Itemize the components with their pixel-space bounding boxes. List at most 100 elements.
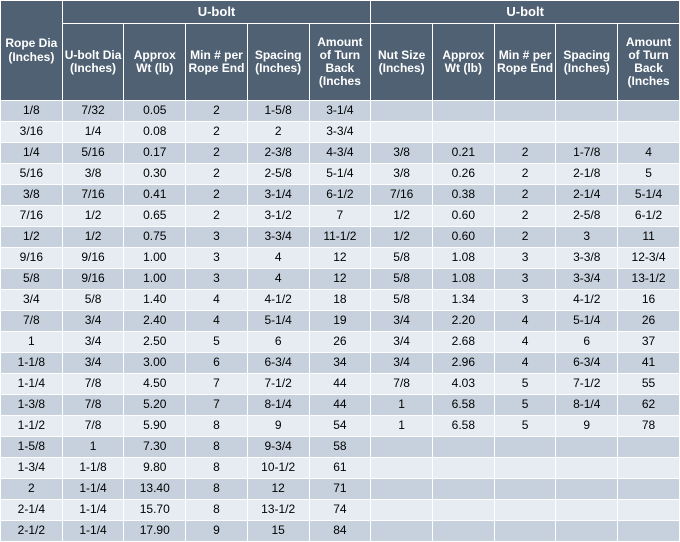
- table-row: 7/161/20.6523-1/271/20.6022-5/86-1/2: [1, 206, 680, 227]
- table-cell: 0.60: [432, 206, 494, 227]
- table-cell: 26: [618, 311, 680, 332]
- table-cell: 9/16: [1, 248, 63, 269]
- col-nut-size: Nut Size (Inches): [371, 24, 433, 101]
- table-cell: [618, 479, 680, 500]
- table-cell: [432, 437, 494, 458]
- table-cell: 11-1/2: [309, 227, 371, 248]
- col-ubolt-dia: U-bolt Dia (Inches): [62, 24, 124, 101]
- table-cell: 5/8: [62, 290, 124, 311]
- table-cell: 1/4: [1, 143, 63, 164]
- table-cell: 3-3/4: [556, 269, 618, 290]
- table-row: 5/89/161.0034125/81.0833-3/413-1/2: [1, 269, 680, 290]
- table-cell: [494, 500, 556, 521]
- table-cell: 1-5/8: [1, 437, 63, 458]
- table-cell: [371, 437, 433, 458]
- table-cell: 0.65: [124, 206, 186, 227]
- table-cell: 1.00: [124, 269, 186, 290]
- table-cell: 3/16: [1, 122, 63, 143]
- table-cell: [432, 521, 494, 542]
- table-cell: 4: [618, 143, 680, 164]
- table-cell: [371, 101, 433, 122]
- table-cell: 4: [494, 332, 556, 353]
- table-cell: 44: [309, 395, 371, 416]
- table-cell: 18: [309, 290, 371, 311]
- table-cell: 16: [618, 290, 680, 311]
- table-cell: 3/8: [371, 143, 433, 164]
- table-cell: 2-1/4: [1, 500, 63, 521]
- table-row: 1/21/20.7533-3/411-1/21/20.602311: [1, 227, 680, 248]
- table-cell: 7/8: [371, 374, 433, 395]
- table-cell: 1/4: [62, 122, 124, 143]
- table-cell: [556, 101, 618, 122]
- table-cell: 1.40: [124, 290, 186, 311]
- table-cell: 5/8: [371, 290, 433, 311]
- col-wt-b: Approx Wt (lb): [432, 24, 494, 101]
- table-cell: 2-5/8: [556, 206, 618, 227]
- table-cell: 0.60: [432, 227, 494, 248]
- table-cell: 6-1/2: [309, 185, 371, 206]
- table-cell: 7/8: [62, 416, 124, 437]
- table-cell: 78: [618, 416, 680, 437]
- group-ubolt-b: U-bolt: [371, 1, 680, 24]
- table-cell: 3: [494, 290, 556, 311]
- table-cell: 3.00: [124, 353, 186, 374]
- col-min-b: Min # per Rope End: [494, 24, 556, 101]
- table-cell: 13-1/2: [618, 269, 680, 290]
- table-cell: 2.40: [124, 311, 186, 332]
- table-cell: 9: [556, 416, 618, 437]
- table-cell: [618, 521, 680, 542]
- table-cell: 1-1/8: [62, 458, 124, 479]
- table-cell: 84: [309, 521, 371, 542]
- table-cell: 2.68: [432, 332, 494, 353]
- table-cell: 61: [309, 458, 371, 479]
- col-wt-a: Approx Wt (lb): [124, 24, 186, 101]
- table-row: 7/83/42.4045-1/4193/42.2045-1/426: [1, 311, 680, 332]
- table-cell: 9: [247, 416, 309, 437]
- table-cell: 7/32: [62, 101, 124, 122]
- ubolt-table: Rope Dia (Inches) U-bolt U-bolt U-bolt D…: [0, 0, 680, 542]
- table-cell: 15: [247, 521, 309, 542]
- table-cell: 1-1/4: [62, 479, 124, 500]
- table-cell: 3/4: [371, 332, 433, 353]
- table-row: 1-1/47/84.5077-1/2447/84.0357-1/255: [1, 374, 680, 395]
- table-cell: 3-3/4: [309, 122, 371, 143]
- table-cell: 6-3/4: [556, 353, 618, 374]
- table-cell: [556, 122, 618, 143]
- table-cell: [371, 479, 433, 500]
- table-cell: 17.90: [124, 521, 186, 542]
- table-cell: 3: [186, 227, 248, 248]
- table-cell: 0.30: [124, 164, 186, 185]
- table-cell: 3/8: [371, 164, 433, 185]
- table-cell: 12: [309, 269, 371, 290]
- table-cell: 4: [247, 269, 309, 290]
- table-cell: 9/16: [62, 269, 124, 290]
- table-cell: 3: [494, 269, 556, 290]
- table-cell: 2: [186, 143, 248, 164]
- table-cell: 2: [494, 206, 556, 227]
- table-cell: 1-7/8: [556, 143, 618, 164]
- table-cell: [371, 122, 433, 143]
- table-cell: [618, 101, 680, 122]
- table-cell: 62: [618, 395, 680, 416]
- col-rope-dia: Rope Dia (Inches): [1, 1, 63, 101]
- table-cell: 5/16: [1, 164, 63, 185]
- table-cell: 2-5/8: [247, 164, 309, 185]
- table-cell: 3-3/8: [556, 248, 618, 269]
- group-ubolt-a: U-bolt: [62, 1, 371, 24]
- table-cell: 4.50: [124, 374, 186, 395]
- table-cell: [618, 458, 680, 479]
- table-cell: 5/8: [371, 248, 433, 269]
- table-cell: 5-1/4: [618, 185, 680, 206]
- table-cell: 1: [371, 395, 433, 416]
- table-cell: 1.34: [432, 290, 494, 311]
- table-cell: 4-1/2: [247, 290, 309, 311]
- table-cell: 0.05: [124, 101, 186, 122]
- table-cell: 2: [186, 185, 248, 206]
- table-cell: [371, 500, 433, 521]
- table-cell: 1-3/8: [1, 395, 63, 416]
- table-cell: 4.03: [432, 374, 494, 395]
- table-cell: 9.80: [124, 458, 186, 479]
- table-cell: 1-3/4: [1, 458, 63, 479]
- table-cell: 5: [186, 332, 248, 353]
- table-cell: 9-3/4: [247, 437, 309, 458]
